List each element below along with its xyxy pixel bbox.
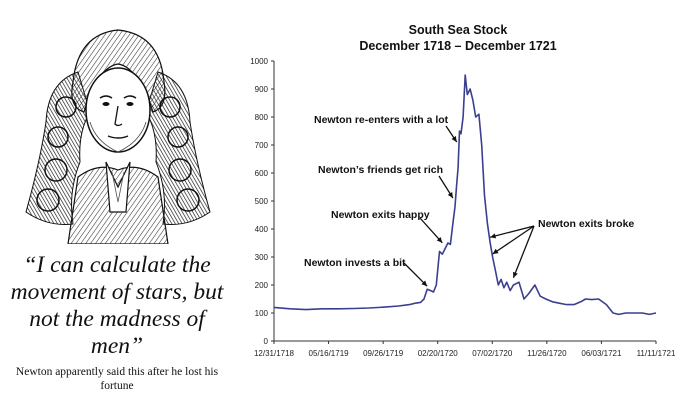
newton-portrait-icon: [25, 29, 211, 245]
annotation-label: Newton exits broke: [538, 218, 634, 230]
annotation-arrow: [490, 225, 535, 238]
annotation-arrowhead: [512, 271, 518, 278]
y-tick-label: 500: [255, 197, 269, 206]
x-tick-label: 11/11/1721: [637, 349, 676, 358]
x-tick-label: 11/26/1720: [527, 349, 567, 358]
annotation-label: Newton re-enters with a lot: [314, 114, 449, 126]
chart-series-group: [273, 74, 657, 316]
y-tick-label: 400: [255, 225, 269, 234]
chart-title: South Sea Stock: [409, 23, 508, 37]
x-tick-label: 09/26/1719: [363, 349, 404, 358]
y-tick-label: 600: [255, 169, 269, 178]
x-tick-label: 02/20/1720: [418, 349, 459, 358]
annotation-label: Newton invests a bit: [304, 257, 406, 269]
y-tick-label: 0: [264, 337, 269, 346]
annotation-arrow: [492, 225, 535, 255]
annotation-arrowhead: [447, 192, 453, 198]
x-tick-label: 05/16/1719: [309, 349, 350, 358]
newton-quote: “I can calculate the movement of stars, …: [10, 252, 224, 359]
annotation-arrowhead: [490, 233, 497, 239]
annotation-label: Newton exits happy: [331, 209, 430, 221]
y-tick-label: 1000: [250, 57, 268, 66]
x-tick-label: 06/03/1721: [581, 349, 622, 358]
annotation-label: Newton’s friends get rich: [318, 164, 443, 176]
y-tick-label: 800: [255, 113, 269, 122]
series-line: [273, 74, 657, 316]
y-tick-label: 200: [255, 281, 269, 290]
y-tick-label: 700: [255, 141, 269, 150]
y-tick-label: 900: [255, 85, 269, 94]
newton-portrait: [18, 12, 218, 245]
quote-caption: Newton apparently said this after he los…: [15, 366, 219, 392]
annotation-arrowhead: [451, 136, 457, 142]
annotation-arrow: [419, 217, 443, 244]
annotation-arrowhead: [421, 280, 428, 287]
x-tick-label: 12/31/1718: [254, 349, 295, 358]
y-tick-label: 300: [255, 253, 269, 262]
chart-annotations: Newton invests a bit Newton exits happy Ne…: [304, 114, 634, 287]
south-sea-stock-chart: South Sea Stock December 1718 – December…: [236, 0, 676, 372]
chart-subtitle: December 1718 – December 1721: [359, 39, 556, 53]
annotation-arrow: [512, 225, 535, 279]
x-tick-label: 07/02/1720: [472, 349, 513, 358]
annotation-arrowhead: [436, 237, 443, 243]
chart-axes: 0 100 200 300 400 500 600 700 800 900 1000 12/31/17…: [250, 57, 676, 358]
y-tick-label: 100: [255, 309, 269, 318]
annotation-arrowhead: [492, 248, 499, 254]
chart-svg: South Sea Stock December 1718 – December…: [250, 23, 676, 358]
annotation-arrow: [403, 262, 428, 287]
